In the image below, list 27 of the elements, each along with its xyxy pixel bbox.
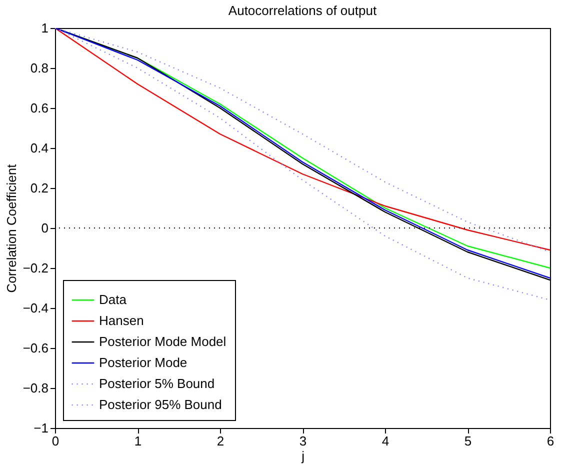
x-tick-label: 0 <box>52 434 60 448</box>
legend-label: Data <box>99 292 128 307</box>
y-axis-title: Correlation Coefficient <box>4 164 19 293</box>
y-tick-label: 0.6 <box>30 100 48 116</box>
y-tick-label: −0.2 <box>22 260 48 276</box>
y-tick-label: −0.6 <box>22 340 48 356</box>
y-tick-label: −0.4 <box>22 300 48 316</box>
y-tick-label: 0 <box>41 220 48 236</box>
x-tick-label: 5 <box>464 434 472 448</box>
y-tick-label: −0.8 <box>22 380 48 396</box>
x-tick-label: 4 <box>382 434 390 448</box>
y-tick-label: 0.4 <box>30 140 48 156</box>
x-tick-label: 2 <box>216 434 224 448</box>
y-tick-label: 0.2 <box>30 180 48 196</box>
legend-label: Posterior 5% Bound <box>99 376 215 391</box>
legend-label: Posterior 95% Bound <box>99 397 222 412</box>
legend-label: Hansen <box>99 313 144 328</box>
legend-label: Posterior Mode Model <box>99 334 226 349</box>
x-tick-label: 3 <box>299 434 307 448</box>
x-tick-label: 1 <box>134 434 142 448</box>
legend-label: Posterior Mode <box>99 355 188 370</box>
chart-title: Autocorrelations of output <box>228 3 377 18</box>
y-tick-label: −1 <box>34 420 48 436</box>
y-tick-label: 1 <box>41 20 48 36</box>
x-axis-title: j <box>300 448 305 464</box>
y-tick-label: 0.8 <box>30 60 48 76</box>
x-tick-label: 6 <box>546 434 554 448</box>
